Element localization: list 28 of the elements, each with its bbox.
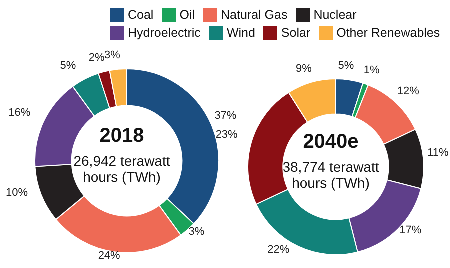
data-label: 11% xyxy=(428,146,449,159)
data-label: 3% xyxy=(104,49,121,62)
slice-label: 2018 xyxy=(100,125,144,147)
text: 38,774 terawatt hours (TWh) xyxy=(282,159,380,191)
legend-label: Solar xyxy=(280,26,311,40)
data-label: 1% xyxy=(364,64,380,77)
legend-label: Oil xyxy=(178,8,195,22)
legend-label: Other Renewables xyxy=(336,26,440,40)
data-label: 3% xyxy=(188,226,205,238)
slice-label: 2040e xyxy=(303,131,359,153)
data-label: 5% xyxy=(60,60,76,72)
legend-label: Nuclear xyxy=(312,8,357,22)
data-label: 37% xyxy=(214,110,237,122)
legend-label: Natural Gas xyxy=(220,8,288,22)
data-label: 24% xyxy=(98,250,121,262)
data-label: 16% xyxy=(8,106,31,119)
data-label: 17% xyxy=(400,224,422,237)
legend-label: Wind xyxy=(226,26,256,40)
data-label: 2% xyxy=(88,52,106,64)
legend-label: Hydroelectric xyxy=(127,26,201,40)
data-label: 23% xyxy=(216,128,238,141)
data-label: 10% xyxy=(6,187,28,200)
legend-label: Coal xyxy=(127,8,154,22)
data-label: 22% xyxy=(268,244,290,256)
data-label: 5% xyxy=(338,60,354,72)
data-label: 12% xyxy=(397,85,420,98)
data-label: 9% xyxy=(296,62,312,75)
text: 26,942 terawatt hours (TWh) xyxy=(74,153,170,185)
